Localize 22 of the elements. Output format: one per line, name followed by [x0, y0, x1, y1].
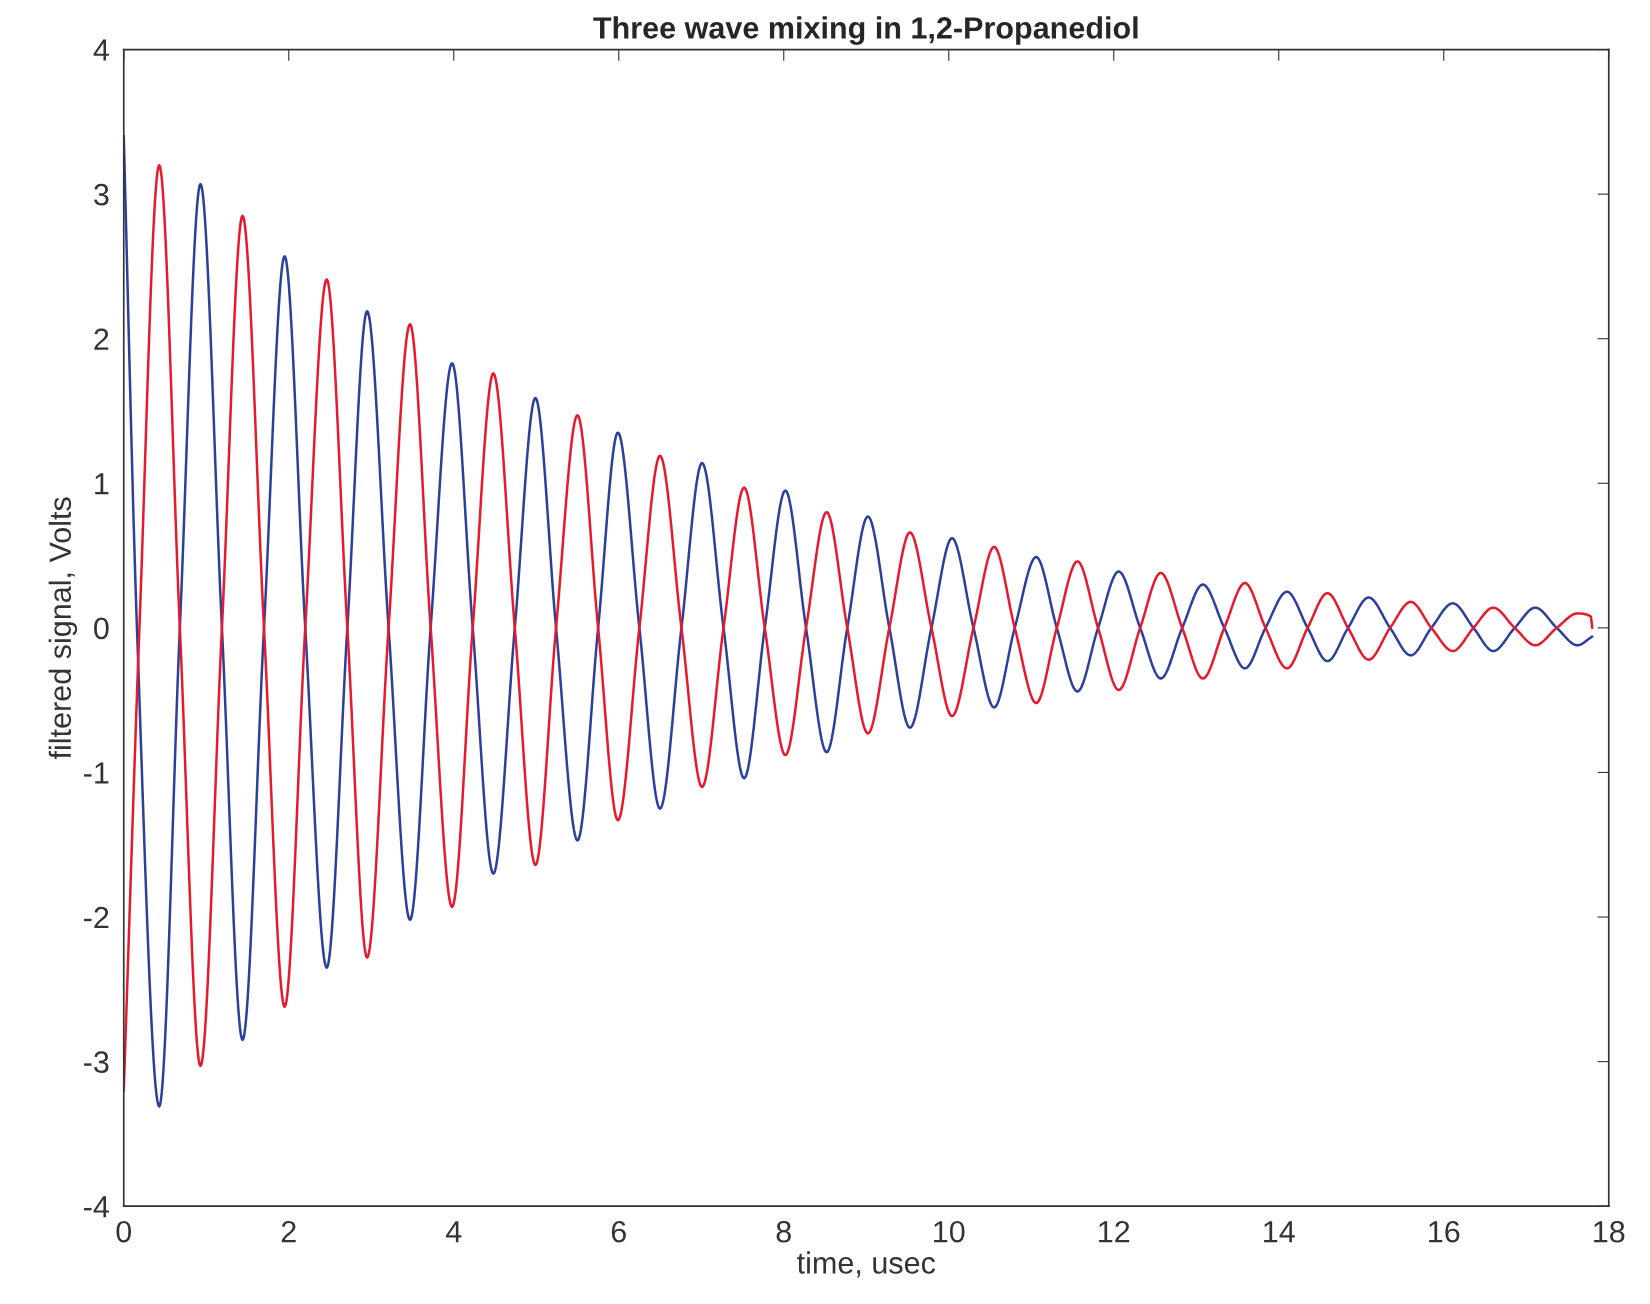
x-tick-label: 6	[611, 1220, 626, 1243]
x-tick-label: 0	[116, 1220, 132, 1243]
y-axis-title: filtered signal, Volts	[48, 497, 78, 760]
y-tick-label: 1	[95, 473, 109, 495]
x-tick-label: 10	[934, 1220, 965, 1243]
x-tick-label: 2	[281, 1220, 296, 1243]
chart-title: Three wave mixing in 1,2-Propanediol	[593, 16, 1138, 45]
y-tick-label: -3	[84, 1051, 109, 1073]
x-tick-label: 12	[1099, 1220, 1130, 1243]
x-tick-label: 8	[776, 1220, 791, 1243]
y-tick-label: -2	[84, 906, 109, 929]
y-tick-label: 4	[93, 39, 109, 61]
y-tick-label: 2	[94, 328, 109, 350]
x-tick-label: 4	[445, 1221, 462, 1243]
y-tick-label: 3	[94, 183, 109, 206]
x-axis-title: time, usec	[797, 1251, 936, 1278]
x-tick-label: 14	[1264, 1221, 1295, 1243]
y-tick-label: -4	[84, 1196, 109, 1218]
y-tick-label: 0	[94, 617, 109, 640]
x-tick-label: 18	[1594, 1220, 1625, 1243]
x-tick-label: 16	[1429, 1220, 1460, 1243]
y-tick-label: -1	[84, 762, 109, 784]
